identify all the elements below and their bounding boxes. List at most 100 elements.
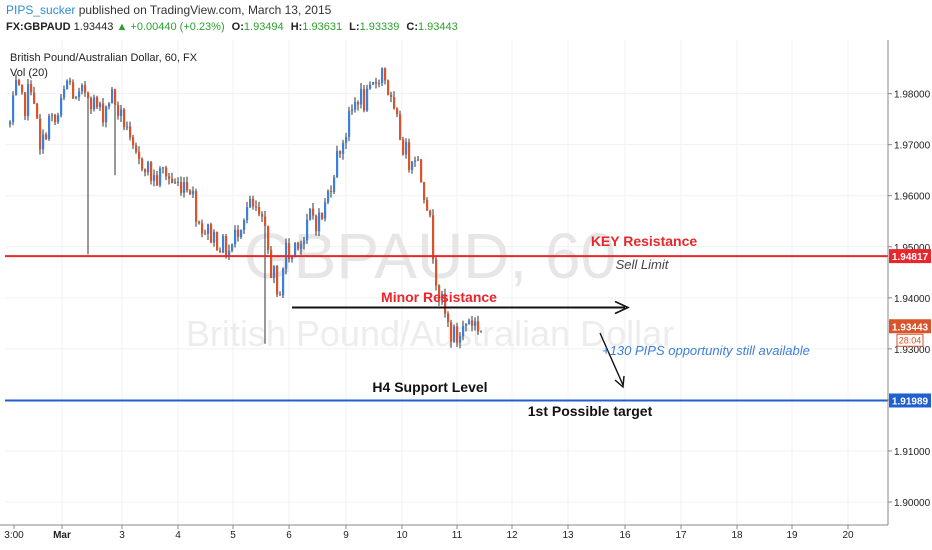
candle-body bbox=[75, 97, 78, 99]
candle-body bbox=[324, 202, 327, 219]
y-tick-label: 1.91000 bbox=[894, 447, 931, 458]
candle-body bbox=[120, 109, 123, 116]
candle-body bbox=[402, 139, 405, 155]
candle-body bbox=[306, 219, 309, 241]
y-tick-label: 1.96000 bbox=[894, 192, 931, 203]
candle-body bbox=[375, 82, 378, 84]
price-badges: 1.94817 1.91989 1.93443 28:04 bbox=[889, 249, 931, 408]
candle-body bbox=[153, 175, 156, 181]
candle-body bbox=[333, 177, 336, 192]
candle-body bbox=[336, 151, 339, 178]
y-tick-label: 1.97000 bbox=[894, 141, 931, 152]
candle-body bbox=[390, 94, 393, 97]
candle-body bbox=[213, 231, 216, 243]
candle-body bbox=[87, 92, 90, 99]
y-tick-label: 1.98000 bbox=[894, 90, 931, 101]
candle-body bbox=[189, 190, 192, 195]
x-tick-label: 18 bbox=[731, 530, 743, 541]
candle-body bbox=[309, 208, 312, 220]
candle-body bbox=[297, 242, 300, 249]
candle-body bbox=[33, 92, 36, 104]
candle-body bbox=[252, 198, 255, 207]
candle-body bbox=[453, 326, 456, 342]
candle-body bbox=[330, 190, 333, 192]
x-tick-label: 17 bbox=[675, 530, 687, 541]
candle-body bbox=[474, 321, 477, 326]
candle-body bbox=[99, 103, 102, 108]
candle-body bbox=[105, 106, 108, 123]
candle-body bbox=[438, 285, 441, 301]
candle-body bbox=[315, 215, 318, 232]
candle-body bbox=[444, 293, 447, 314]
level-price-badge bbox=[889, 393, 931, 408]
candle-body bbox=[78, 91, 81, 98]
x-tick-label: 11 bbox=[452, 530, 463, 541]
chart-title: British Pound/Australian Dollar, 60, FX bbox=[10, 52, 198, 64]
x-tick-label: Mar bbox=[53, 530, 71, 541]
candle-body bbox=[258, 207, 261, 215]
pips-note: +130 PIPS opportunity still available bbox=[602, 343, 810, 358]
candle-body bbox=[423, 182, 426, 200]
candle-body bbox=[393, 96, 396, 109]
arrowhead-icon bbox=[614, 375, 625, 389]
published-text: published on TradingView.com, March 13, … bbox=[78, 3, 332, 17]
low-label: L: bbox=[349, 21, 360, 33]
author-link[interactable]: PIPS_sucker bbox=[6, 3, 76, 17]
x-tick-label: 19 bbox=[786, 530, 798, 541]
candle-body bbox=[291, 255, 294, 260]
candle-body bbox=[183, 182, 186, 193]
minor-resistance-label: Minor Resistance bbox=[381, 289, 497, 305]
y-tick-label: 1.90000 bbox=[894, 498, 931, 509]
target-label: 1st Possible target bbox=[528, 403, 653, 419]
candle-body bbox=[168, 176, 171, 179]
candle-body bbox=[57, 115, 60, 123]
y-tick-label: 1.94000 bbox=[894, 294, 931, 305]
countdown-label: 28:04 bbox=[899, 335, 922, 345]
candle-body bbox=[111, 89, 114, 104]
close-label: C: bbox=[406, 21, 418, 33]
countdown-badge bbox=[896, 333, 924, 347]
candle-body bbox=[249, 198, 252, 208]
candle-body bbox=[177, 181, 180, 183]
sell-limit-label: Sell Limit bbox=[616, 257, 670, 272]
candle-body bbox=[267, 225, 270, 250]
time-axis[interactable]: 3:00 Mar 3 4 5 6 9 10 11 12 13 16 17 18 19 20 bbox=[4, 525, 854, 541]
x-tick-label: 12 bbox=[506, 530, 518, 541]
x-tick-label: 16 bbox=[619, 530, 631, 541]
x-tick-label: 13 bbox=[562, 530, 574, 541]
x-tick-label: 4 bbox=[175, 530, 181, 541]
candle-body bbox=[156, 175, 159, 186]
volume-indicator-label[interactable]: Vol (20) bbox=[10, 67, 48, 79]
symbol-label[interactable]: FX:GBPAUD bbox=[6, 21, 71, 33]
candle-body bbox=[360, 89, 363, 105]
level-price-label: 1.94817 bbox=[892, 252, 929, 263]
candle-body bbox=[36, 103, 39, 119]
y-tick-label: 1.93000 bbox=[894, 345, 931, 356]
target-arrow[interactable] bbox=[599, 332, 624, 386]
candle-body bbox=[15, 80, 18, 96]
candle-body bbox=[396, 108, 399, 115]
candle-body bbox=[261, 214, 264, 217]
level-price-label: 1.91989 bbox=[892, 396, 929, 407]
candle-body bbox=[369, 84, 372, 89]
candle-body bbox=[192, 191, 195, 195]
candle-body bbox=[51, 114, 54, 117]
candle-body bbox=[465, 323, 468, 326]
candle-body bbox=[12, 95, 15, 123]
price-axis-background bbox=[888, 40, 932, 525]
candle-body bbox=[366, 88, 369, 111]
candle-body bbox=[219, 250, 222, 253]
candle-body bbox=[243, 219, 246, 231]
candle-body bbox=[279, 294, 282, 296]
candle-body bbox=[66, 80, 69, 90]
key-resistance-label: KEY Resistance bbox=[591, 233, 698, 249]
candle-body bbox=[408, 142, 411, 170]
price-chart[interactable]: GBPAUD, 60 British Pound/Australian Doll… bbox=[0, 40, 932, 550]
candle-body bbox=[462, 325, 465, 337]
watermark-name: British Pound/Australian Dollar bbox=[186, 313, 674, 354]
support-label: H4 Support Level bbox=[372, 379, 487, 395]
high-label: H: bbox=[290, 21, 303, 33]
candle-body bbox=[354, 102, 357, 110]
candle-body bbox=[186, 182, 189, 191]
candle-body bbox=[108, 103, 111, 107]
